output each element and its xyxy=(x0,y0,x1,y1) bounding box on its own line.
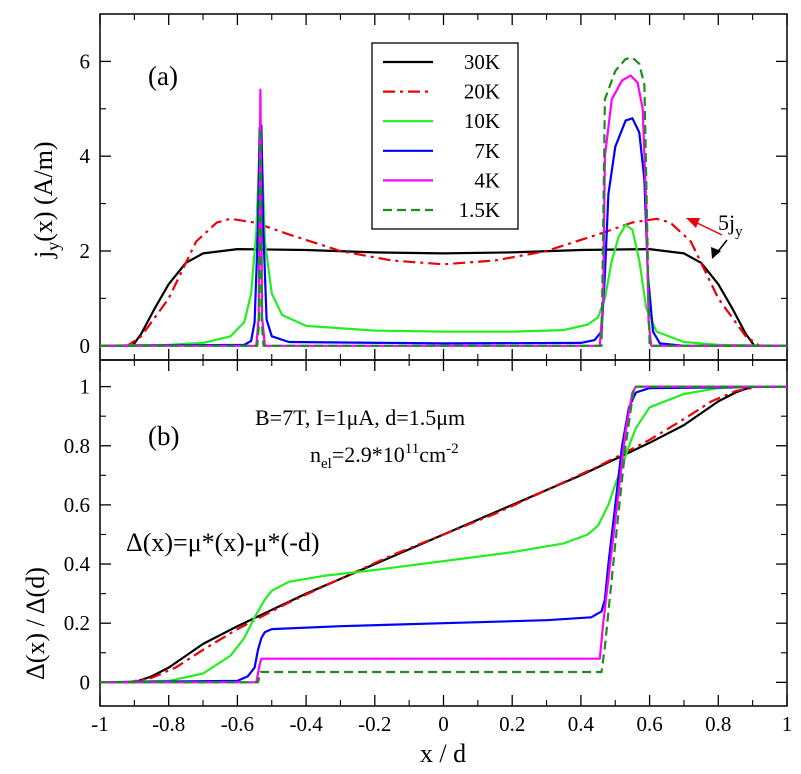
x-axis-label: x / d xyxy=(420,739,466,768)
formula-annotation: Δ(x)=μ*(x)-μ*(-d) xyxy=(126,528,320,557)
x-tick-label: 0 xyxy=(438,712,449,736)
legend-label: 30K xyxy=(464,50,500,74)
svg-text:jy(x) (A/m): jy(x) (A/m) xyxy=(29,141,63,259)
panel-a-curves xyxy=(99,56,788,347)
legend-label: 1.5K xyxy=(459,198,500,222)
panel-b-label: (b) xyxy=(148,421,179,451)
panel-a-series-1_5K xyxy=(100,56,787,347)
x-tick-label: -0.6 xyxy=(221,712,254,736)
panel-b-ytick-label: 0.2 xyxy=(64,611,90,635)
panel-a-series-20K xyxy=(100,217,787,347)
x-tick-label: 0.2 xyxy=(499,712,525,736)
panel-b-ytick-label: 0 xyxy=(80,670,91,694)
panel-b-ytick-label: 0.4 xyxy=(64,552,91,576)
x-tick-label: -1 xyxy=(91,712,109,736)
panel-a-series-30K xyxy=(100,248,787,347)
ticks-layer: 0 2 4 6 0 0.2 0.4 0.6 0.8 1 -1 -0.8 -0.6 -0.4 -0.2 0 0.2… xyxy=(64,14,793,736)
x-tick-label: 0.8 xyxy=(705,712,731,736)
panel-a-label: (a) xyxy=(148,61,178,91)
params-line1: B=7T, I=1μA, d=1.5μm xyxy=(255,405,465,430)
panel-b-series-1_5K xyxy=(100,385,787,684)
arrowhead-30k xyxy=(711,247,721,259)
panel-a-ytick-label: 2 xyxy=(80,239,91,263)
x-tick-label: -0.2 xyxy=(358,712,391,736)
svg-text:Δ(x) / Δ(d): Δ(x) / Δ(d) xyxy=(21,567,50,680)
legend-label: 4K xyxy=(474,168,500,192)
panel-b-ytick-label: 1 xyxy=(80,375,91,399)
x-tick-label: 0.4 xyxy=(568,712,595,736)
panel-a-ylabel: jy(x) (A/m) xyxy=(29,141,63,259)
panel-b-ylabel: Δ(x) / Δ(d) xyxy=(21,567,50,680)
legend-box xyxy=(371,42,519,230)
panel-b-ytick-label: 0.6 xyxy=(64,493,90,517)
panel-a-ytick-label: 0 xyxy=(80,334,91,358)
legend-label: 20K xyxy=(464,80,500,104)
panel-a-ylabel-sub: y xyxy=(43,242,63,251)
panel-a-ytick-label: 6 xyxy=(80,49,91,73)
panel-b-series-10K xyxy=(99,385,787,684)
panel-b-curves xyxy=(99,385,788,684)
x-tick-label: 1 xyxy=(782,712,793,736)
scale-annotation: 5jy xyxy=(718,210,743,240)
panel-a-ytick-label: 4 xyxy=(80,144,91,168)
params-line2: nel=2.9*1011cm-2 xyxy=(310,441,459,472)
x-tick-label: -0.4 xyxy=(289,712,323,736)
legend: 30K 20K 10K 7K 4K 1.5K xyxy=(371,42,519,230)
panel-a-ylabel-rest: (x) (A/m) xyxy=(29,141,58,241)
panel-a-series-10K xyxy=(99,138,788,347)
legend-label: 10K xyxy=(464,109,500,133)
arrowhead-20k xyxy=(686,218,700,228)
panel-b-series-20K xyxy=(100,385,787,684)
x-tick-label: -0.8 xyxy=(152,712,185,736)
panel-b-ytick-label: 0.8 xyxy=(64,434,90,458)
x-tick-label: 0.6 xyxy=(636,712,662,736)
panel-a-ylabel-main: j xyxy=(29,251,58,259)
legend-label: 7K xyxy=(474,139,500,163)
